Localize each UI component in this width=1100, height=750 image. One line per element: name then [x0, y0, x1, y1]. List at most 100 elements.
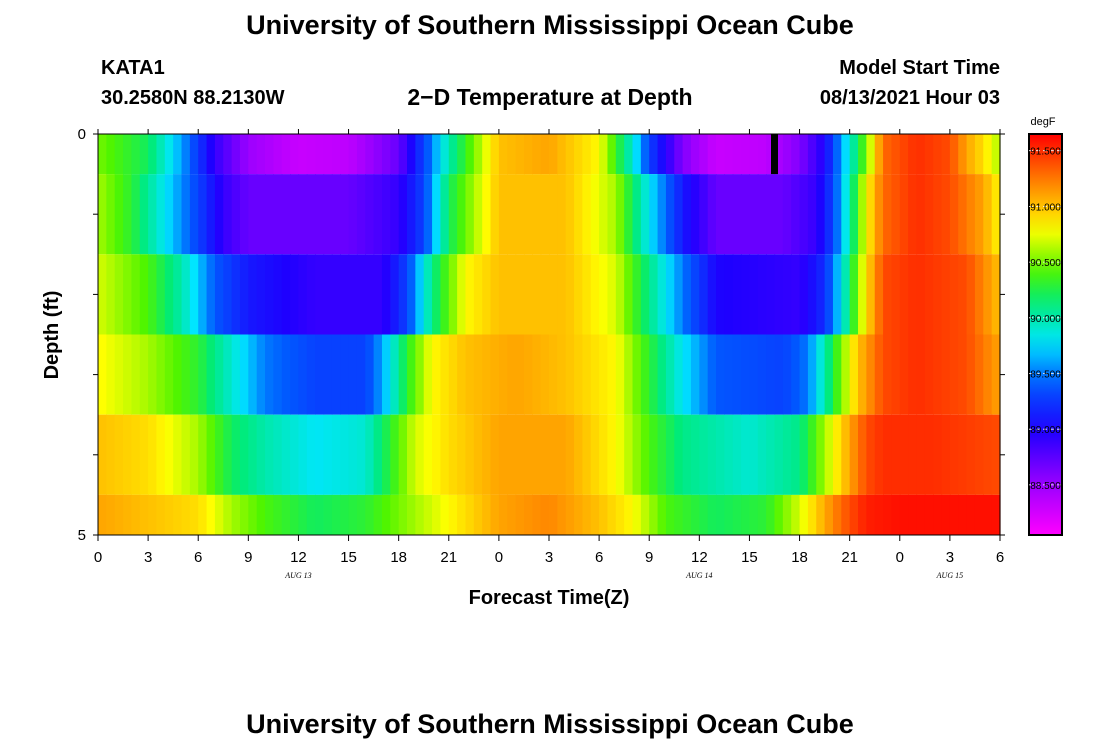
heatmap-cell [206, 334, 216, 415]
heatmap-cell [390, 414, 400, 495]
heatmap-cell [248, 334, 258, 415]
heatmap-cell [290, 414, 300, 495]
heatmap-cell [131, 494, 141, 535]
heatmap-cell [757, 174, 767, 255]
heatmap-cell [181, 134, 191, 175]
heatmap-cell [924, 334, 934, 415]
heatmap-cell [298, 254, 308, 335]
heatmap-cell [841, 334, 851, 415]
heatmap-cell [782, 174, 792, 255]
heatmap-cell [248, 134, 258, 175]
heatmap-cell [540, 494, 550, 535]
heatmap-cell [407, 134, 416, 175]
heatmap-cell [381, 334, 391, 415]
heatmap-cell [114, 494, 124, 535]
heatmap-cell [941, 334, 951, 415]
heatmap-cell [624, 254, 634, 335]
heatmap-cell [732, 494, 742, 535]
heatmap-cell [624, 414, 634, 495]
heatmap-cell [565, 134, 575, 175]
heatmap-cell [991, 134, 1001, 175]
heatmap-cell [507, 254, 517, 335]
heatmap-cell [782, 134, 792, 175]
heatmap-cell [599, 414, 609, 495]
heatmap-cell [515, 494, 525, 535]
heatmap-cell [440, 414, 450, 495]
heatmap-cell [131, 254, 141, 335]
heatmap-cell [540, 334, 550, 415]
x-tick-label: 3 [946, 549, 954, 566]
heatmap-cell [139, 134, 149, 175]
heatmap-cell [557, 414, 567, 495]
heatmap-cell [832, 134, 842, 175]
heatmap-cell [858, 254, 867, 335]
heatmap-cell [482, 174, 492, 255]
heatmap-cell [565, 174, 575, 255]
heatmap-cell [298, 494, 308, 535]
heatmap-cell [306, 174, 316, 255]
heatmap-cell [607, 254, 617, 335]
heatmap-cell [665, 494, 675, 535]
heatmap-cell [473, 494, 483, 535]
heatmap-cell [440, 134, 450, 175]
heatmap-cell [323, 334, 333, 415]
heatmap-cell [164, 414, 174, 495]
heatmap-cell [858, 334, 867, 415]
heatmap-cell [974, 334, 984, 415]
heatmap-cell [607, 414, 617, 495]
heatmap-cell [916, 134, 926, 175]
heatmap-cell [640, 414, 650, 495]
heatmap-cell [699, 494, 709, 535]
heatmap-cell [181, 254, 191, 335]
heatmap-cell [724, 494, 734, 535]
heatmap-cell [949, 334, 959, 415]
heatmap-cell [248, 254, 258, 335]
heatmap-cell [306, 334, 316, 415]
heatmap-cell [173, 414, 183, 495]
heatmap-cell [173, 174, 183, 255]
heatmap-cell [381, 134, 391, 175]
heatmap-cell [189, 414, 199, 495]
heatmap-cell [891, 254, 901, 335]
heatmap-cell [574, 134, 584, 175]
heatmap-cell [665, 254, 675, 335]
heatmap-cell [607, 174, 617, 255]
heatmap-cell [223, 414, 233, 495]
heatmap-cell [632, 254, 642, 335]
heatmap-cell [340, 254, 350, 335]
heatmap-cell [557, 254, 567, 335]
heatmap-cell [114, 334, 124, 415]
heatmap-cell [615, 174, 625, 255]
heatmap-cell [841, 254, 851, 335]
heatmap-cell [741, 134, 751, 175]
heatmap-cell [373, 254, 383, 335]
heatmap-cell [398, 134, 408, 175]
heatmap-cell [290, 494, 300, 535]
heatmap-cell [682, 254, 692, 335]
heatmap-cell [933, 334, 943, 415]
heatmap-cell [482, 494, 492, 535]
heatmap-cell [348, 494, 358, 535]
heatmap-cell [398, 494, 408, 535]
heatmap-cell [874, 414, 884, 495]
heatmap-cell [214, 134, 224, 175]
heatmap-cell [231, 254, 241, 335]
heatmap-cell [924, 414, 934, 495]
heatmap-cell [674, 174, 684, 255]
heatmap-cell [824, 334, 834, 415]
heatmap-cell [214, 254, 224, 335]
heatmap-cell [599, 334, 609, 415]
heatmap-cell [665, 414, 675, 495]
heatmap-cell [966, 494, 976, 535]
heatmap-cell [323, 174, 333, 255]
heatmap-cell [924, 134, 934, 175]
heatmap-cell [574, 494, 584, 535]
heatmap-cell [649, 174, 659, 255]
heatmap-cell [883, 174, 893, 255]
heatmap-cell [106, 254, 116, 335]
heatmap-cell [849, 174, 859, 255]
heatmap-cell [507, 334, 517, 415]
heatmap-cell [482, 334, 492, 415]
heatmap-cell [799, 174, 809, 255]
heatmap-cell [724, 174, 734, 255]
